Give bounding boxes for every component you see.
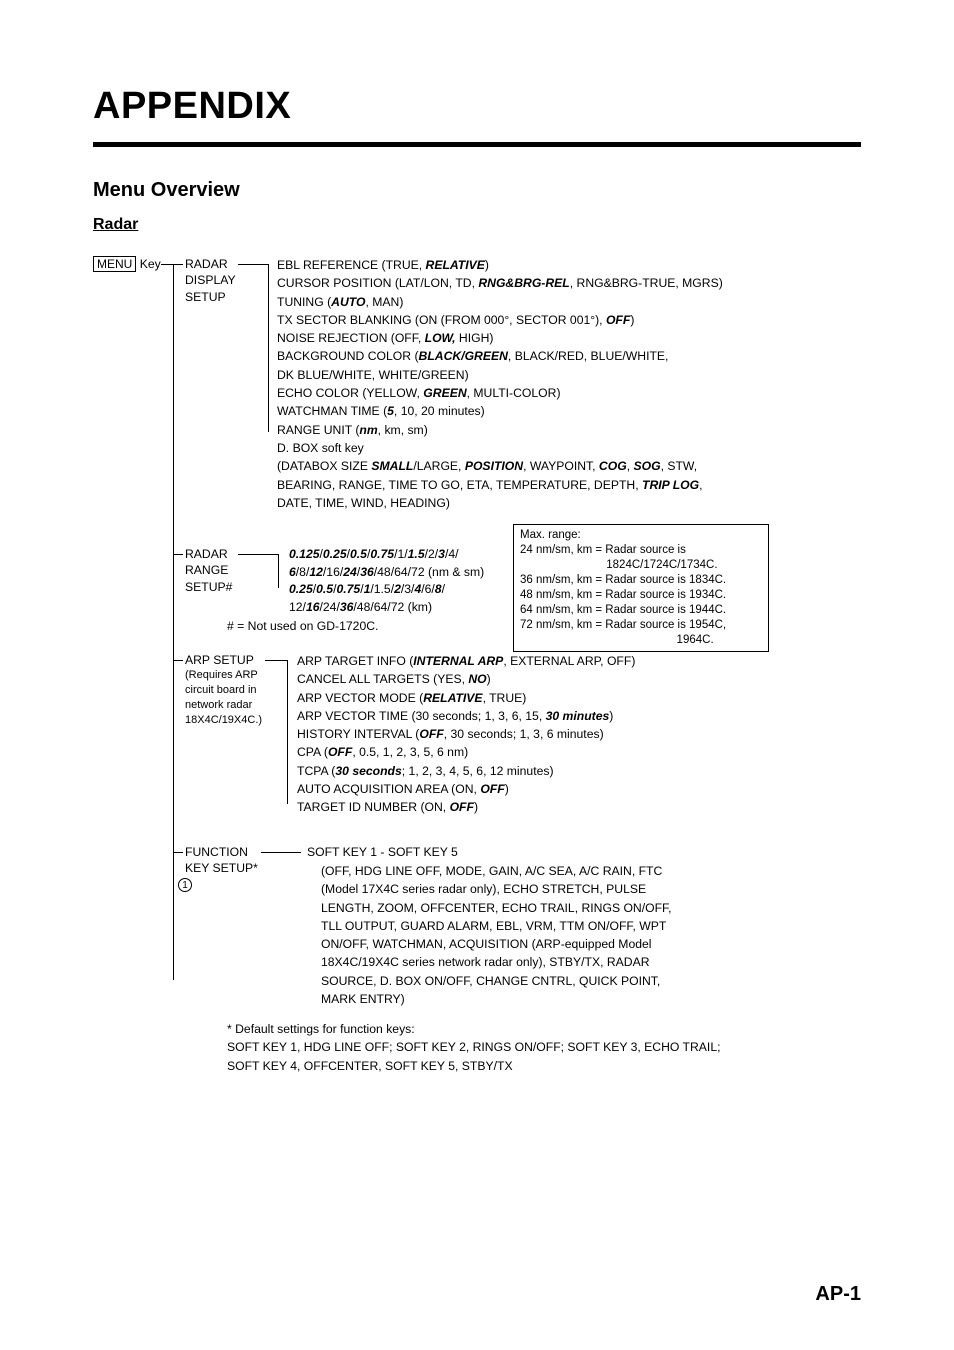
page-title: APPENDIX: [93, 85, 861, 128]
menu-item: CURSOR POSITION (LAT/LON, TD, RNG&BRG-RE…: [277, 274, 723, 292]
max-range-title: Max. range:: [520, 528, 762, 543]
footnote-line: SOFT KEY 1, HDG LINE OFF; SOFT KEY 2, RI…: [227, 1038, 721, 1056]
page: APPENDIX Menu Overview Radar MENU Key RA…: [0, 0, 954, 1350]
menu-item: CANCEL ALL TARGETS (YES, NO): [297, 670, 635, 688]
menu-item: TUNING (AUTO, MAN): [277, 293, 723, 311]
menu-item: NOISE REJECTION (OFF, LOW, HIGH): [277, 329, 723, 347]
menu-item: BACKGROUND COLOR (BLACK/GREEN, BLACK/RED…: [277, 347, 723, 365]
max-range-line: 72 nm/sm, km = Radar source is 1954C,: [520, 618, 762, 633]
section-heading: Menu Overview: [93, 179, 861, 202]
menu-item: (DATABOX SIZE SMALL/LARGE, POSITION, WAY…: [277, 457, 723, 475]
menu-item: WATCHMAN TIME (5, 10, 20 minutes): [277, 402, 723, 420]
page-number: AP-1: [815, 1283, 861, 1306]
footnote-line: SOFT KEY 4, OFFCENTER, SOFT KEY 5, STBY/…: [227, 1057, 721, 1075]
menu-item: TX SECTOR BLANKING (ON (FROM 000°, SECTO…: [277, 311, 723, 329]
menu-item: RANGE UNIT (nm, km, sm): [277, 421, 723, 439]
menu-item: ARP VECTOR TIME (30 seconds; 1, 3, 6, 15…: [297, 707, 635, 725]
function-key-line: MARK ENTRY): [321, 990, 672, 1008]
function-key-line: SOURCE, D. BOX ON/OFF, CHANGE CNTRL, QUI…: [321, 972, 672, 990]
radar-display-setup-items: EBL REFERENCE (TRUE, RELATIVE)CURSOR POS…: [277, 256, 723, 512]
menu-item: DK BLUE/WHITE, WHITE/GREEN): [277, 366, 723, 384]
footnote-line: * Default settings for function keys:: [227, 1020, 721, 1038]
title-divider: [93, 142, 861, 147]
menu-item: ECHO COLOR (YELLOW, GREEN, MULTI-COLOR): [277, 384, 723, 402]
menu-key-box: MENU Key: [93, 256, 161, 272]
max-range-line: 36 nm/sm, km = Radar source is 1834C.: [520, 573, 762, 588]
menu-item: HISTORY INTERVAL (OFF, 30 seconds; 1, 3,…: [297, 725, 635, 743]
max-range-line: 24 nm/sm, km = Radar source is: [520, 543, 762, 558]
function-key-header: SOFT KEY 1 - SOFT KEY 5: [307, 844, 458, 860]
arp-setup-items: ARP TARGET INFO (INTERNAL ARP, EXTERNAL …: [297, 652, 635, 817]
function-key-line: LENGTH, ZOOM, OFFCENTER, ECHO TRAIL, RIN…: [321, 899, 672, 917]
menu-item: CPA (OFF, 0.5, 1, 2, 3, 5, 6 nm): [297, 743, 635, 761]
menu-item: EBL REFERENCE (TRUE, RELATIVE): [277, 256, 723, 274]
max-range-line: 48 nm/sm, km = Radar source is 1934C.: [520, 588, 762, 603]
menu-key-suffix: Key: [140, 257, 161, 271]
function-key-line: 18X4C/19X4C series network radar only), …: [321, 953, 672, 971]
radar-range-setup-label: RADARRANGESETUP#: [185, 546, 232, 595]
max-range-line: 1964C.: [520, 633, 762, 648]
menu-item: TCPA (30 seconds; 1, 2, 3, 4, 5, 6, 12 m…: [297, 762, 635, 780]
function-key-line: ON/OFF, WATCHMAN, ACQUISITION (ARP-equip…: [321, 935, 672, 953]
max-range-line: 1824C/1724C/1734C.: [520, 558, 762, 573]
menu-item: AUTO ACQUISITION AREA (ON, OFF): [297, 780, 635, 798]
subsection-heading: Radar: [93, 216, 861, 234]
arp-setup-note: (Requires ARP circuit board in network r…: [185, 668, 285, 727]
radar-range-note: # = Not used on GD-1720C.: [227, 618, 378, 634]
function-key-line: (OFF, HDG LINE OFF, MODE, GAIN, A/C SEA,…: [321, 862, 672, 880]
menu-item: DATE, TIME, WIND, HEADING): [277, 494, 723, 512]
menu-item: ARP VECTOR MODE (RELATIVE, TRUE): [297, 689, 635, 707]
arp-setup-label: ARP SETUP (Requires ARP circuit board in…: [185, 652, 285, 728]
max-range-line: 64 nm/sm, km = Radar source is 1944C.: [520, 603, 762, 618]
menu-item: BEARING, RANGE, TIME TO GO, ETA, TEMPERA…: [277, 476, 723, 494]
menu-item: ARP TARGET INFO (INTERNAL ARP, EXTERNAL …: [297, 652, 635, 670]
function-key-line: (Model 17X4C series radar only), ECHO ST…: [321, 880, 672, 898]
menu-key-label: MENU: [93, 256, 136, 272]
function-key-lines: (OFF, HDG LINE OFF, MODE, GAIN, A/C SEA,…: [321, 862, 672, 1008]
function-key-setup-label: FUNCTIONKEY SETUP*: [185, 844, 258, 877]
function-key-line: TLL OUTPUT, GUARD ALARM, EBL, VRM, TTM O…: [321, 917, 672, 935]
menu-item: TARGET ID NUMBER (ON, OFF): [297, 798, 635, 816]
function-key-footnote: * Default settings for function keys:SOF…: [227, 1020, 721, 1075]
max-range-box: Max. range: 24 nm/sm, km = Radar source …: [513, 524, 769, 652]
circle-1-icon: 1: [178, 878, 192, 892]
menu-tree: MENU Key RADARDISPLAYSETUP EBL REFERENCE…: [93, 252, 861, 1202]
menu-item: D. BOX soft key: [277, 439, 723, 457]
radar-range-values: 0.125/0.25/0.5/0.75/1/1.5/2/3/4/ 6/8/12/…: [289, 546, 484, 617]
radar-display-setup-label: RADARDISPLAYSETUP: [185, 256, 236, 305]
